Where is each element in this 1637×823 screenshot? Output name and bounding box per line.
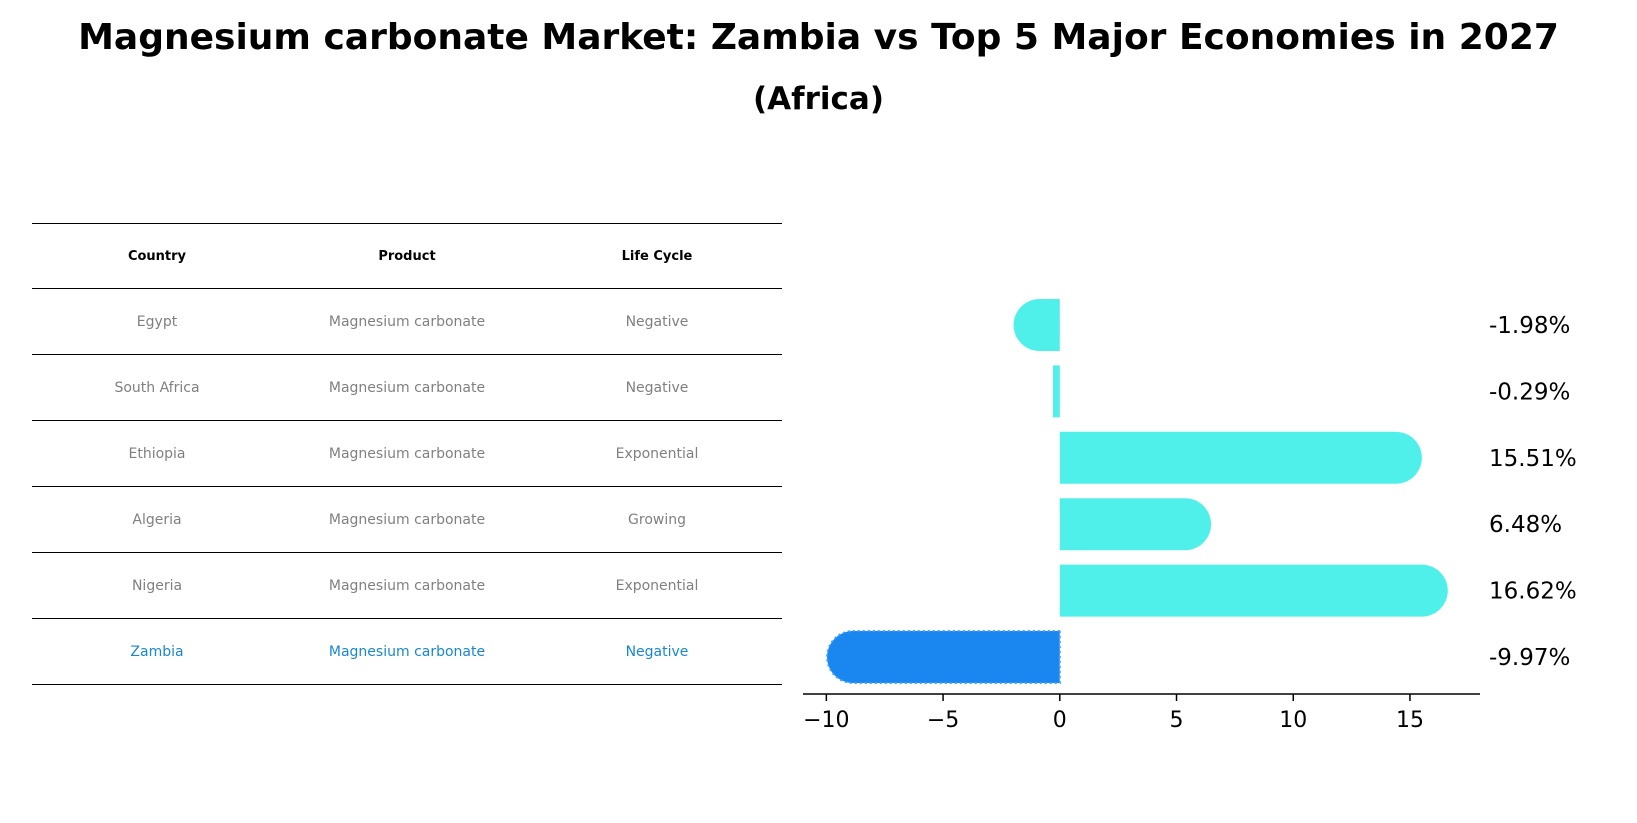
cell-country: Egypt bbox=[136, 313, 178, 330]
table-header-row: Country Product Life Cycle bbox=[32, 223, 782, 289]
table-row: Nigeria Magnesium carbonate Exponential bbox=[32, 553, 782, 619]
table-row: Ethiopia Magnesium carbonate Exponential bbox=[32, 421, 782, 487]
bar-south-africa bbox=[1053, 365, 1060, 418]
cell-life-cycle: Exponential bbox=[615, 577, 699, 594]
x-tick-label: 10 bbox=[1279, 708, 1307, 733]
table-row: Algeria Magnesium carbonate Growing bbox=[32, 487, 782, 553]
cell-country: Nigeria bbox=[131, 577, 183, 594]
cell-life-cycle: Exponential bbox=[615, 445, 699, 462]
value-label: -9.97% bbox=[1489, 645, 1570, 671]
value-label: 6.48% bbox=[1489, 512, 1562, 538]
value-label: 15.51% bbox=[1489, 446, 1577, 472]
chart-title: Magnesium carbonate Market: Zambia vs To… bbox=[78, 17, 1559, 58]
cell-product: Magnesium carbonate bbox=[328, 577, 486, 594]
cell-country: Ethiopia bbox=[128, 445, 186, 462]
x-tick-label: −10 bbox=[803, 708, 849, 733]
bar-zambia bbox=[826, 630, 1061, 684]
cell-product: Magnesium carbonate bbox=[328, 511, 486, 528]
cell-life-cycle: Negative bbox=[625, 643, 689, 660]
header-life-cycle: Life Cycle bbox=[621, 248, 693, 264]
data-table: Country Product Life Cycle Egypt Magnesi… bbox=[32, 223, 782, 685]
value-label: 16.62% bbox=[1489, 579, 1577, 605]
cell-country: Algeria bbox=[132, 511, 182, 528]
value-label: -1.98% bbox=[1489, 313, 1570, 339]
bar-algeria bbox=[1059, 498, 1212, 551]
bar-egypt bbox=[1013, 299, 1060, 351]
chart-subtitle: (Africa) bbox=[752, 81, 885, 117]
value-label: -0.29% bbox=[1489, 379, 1570, 405]
cell-life-cycle: Negative bbox=[625, 379, 689, 396]
cell-product: Magnesium carbonate bbox=[328, 445, 486, 462]
bar-ethiopia bbox=[1059, 431, 1422, 484]
header-product: Product bbox=[378, 248, 436, 264]
cell-country: Zambia bbox=[130, 643, 184, 660]
table-row: Egypt Magnesium carbonate Negative bbox=[32, 289, 782, 355]
bar-nigeria bbox=[1059, 564, 1448, 617]
header-country: Country bbox=[127, 248, 187, 264]
table-row-highlighted: Zambia Magnesium carbonate Negative bbox=[32, 619, 782, 685]
cell-product: Magnesium carbonate bbox=[328, 643, 486, 660]
cell-country: South Africa bbox=[114, 379, 200, 396]
cell-life-cycle: Growing bbox=[628, 511, 686, 528]
x-tick-label: 15 bbox=[1396, 708, 1424, 733]
table-row: South Africa Magnesium carbonate Negativ… bbox=[32, 355, 782, 421]
x-tick-label: 5 bbox=[1170, 708, 1184, 733]
x-tick-label: 0 bbox=[1053, 708, 1067, 733]
cell-life-cycle: Negative bbox=[625, 313, 689, 330]
x-tick-label: −5 bbox=[927, 708, 959, 733]
cell-product: Magnesium carbonate bbox=[328, 313, 486, 330]
cell-product: Magnesium carbonate bbox=[328, 379, 486, 396]
